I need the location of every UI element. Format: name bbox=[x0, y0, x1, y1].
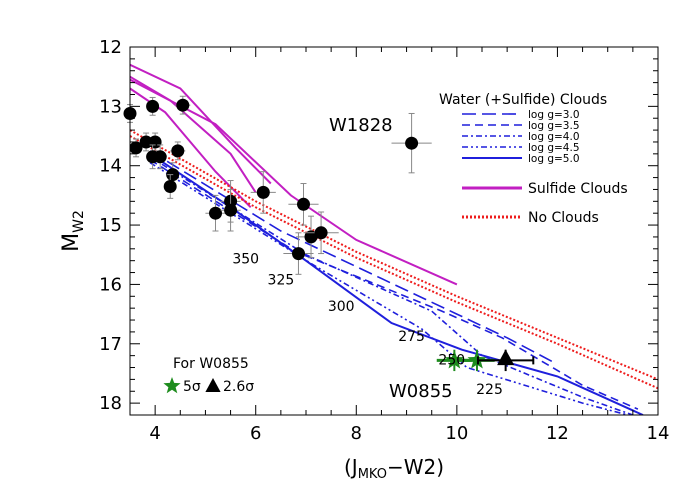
x-tick-label-4: 12 bbox=[546, 423, 569, 444]
data-point-18 bbox=[303, 211, 339, 255]
data-point-marker bbox=[304, 230, 318, 244]
data-point-marker bbox=[209, 206, 222, 220]
w0855-2-6sigma-triangle bbox=[497, 349, 515, 366]
axes: 4 6 8 10 12 14 12 13 14 15 16 17 18 (JMKO−W2) MW2 bbox=[59, 37, 669, 482]
data-point-6 bbox=[153, 144, 167, 170]
data-point-15 bbox=[283, 232, 314, 275]
data-point-marker bbox=[405, 136, 419, 150]
data-point-10 bbox=[163, 174, 177, 199]
w0855-2-6sigma bbox=[476, 349, 535, 372]
data-point-marker bbox=[129, 141, 143, 155]
plot-frame bbox=[129, 46, 659, 416]
x-tick-label-3: 10 bbox=[445, 423, 468, 444]
data-point-marker bbox=[292, 247, 305, 261]
temperature-label-3: 275 bbox=[398, 329, 425, 345]
data-point-2 bbox=[139, 132, 153, 152]
data-points bbox=[123, 95, 535, 372]
water-model-line-2 bbox=[149, 156, 634, 415]
data-point-7 bbox=[170, 141, 186, 161]
noclouds-model-line-0 bbox=[130, 129, 658, 381]
data-point-marker bbox=[224, 203, 238, 217]
legend-2-6sigma-triangle bbox=[205, 378, 221, 392]
data-point-16 bbox=[288, 183, 319, 226]
legend-entry-4: log g=5.0 bbox=[528, 153, 580, 165]
data-point-marker bbox=[153, 150, 167, 164]
label-w1828: W1828 bbox=[329, 115, 393, 136]
data-point-11 bbox=[205, 194, 226, 232]
data-point-3 bbox=[146, 96, 160, 116]
data-point-marker bbox=[176, 98, 190, 112]
sulfide-model-line-1 bbox=[130, 63, 272, 185]
w0855-5sigma-star-0 bbox=[444, 350, 464, 369]
temperature-label-5: 225 bbox=[476, 382, 503, 398]
y-axis-label: MW2 bbox=[59, 210, 87, 252]
y-tick-label-5: 17 bbox=[99, 334, 122, 355]
legend-entry-0: log g=3.0 bbox=[528, 109, 580, 121]
data-point-1 bbox=[129, 138, 143, 158]
legend-entry-3: log g=4.5 bbox=[528, 142, 580, 154]
x-label-main: (J bbox=[344, 455, 358, 479]
data-point-marker bbox=[139, 135, 153, 149]
data-point-marker bbox=[163, 180, 177, 193]
legend-5sigma-star bbox=[163, 377, 181, 394]
water-model-line-0 bbox=[149, 150, 553, 363]
data-point-marker bbox=[148, 135, 162, 149]
y-tick-label-2: 14 bbox=[99, 156, 122, 177]
legend-noclouds-label: No Clouds bbox=[528, 210, 599, 226]
data-point-19 bbox=[391, 112, 432, 174]
annotations: W1828 W0855 For W0855 5σ 2.6σ 350 325 300 2… bbox=[163, 115, 503, 402]
data-point-4 bbox=[148, 132, 162, 152]
data-point-marker bbox=[297, 197, 310, 211]
sulfide-model-line-2 bbox=[130, 75, 257, 193]
legend: Water (+Sulfide) Clouds Sulfide Clouds N… bbox=[439, 92, 628, 226]
label-5sigma: 5σ bbox=[183, 379, 201, 395]
data-point-13 bbox=[220, 188, 241, 232]
y-tick-label-4: 16 bbox=[99, 274, 122, 295]
temperature-label-0: 350 bbox=[232, 252, 259, 268]
x-tick-label-0: 4 bbox=[149, 423, 160, 444]
temperature-label-1: 325 bbox=[268, 272, 295, 288]
legend-entry-2: log g=4.0 bbox=[528, 131, 580, 143]
data-point-marker bbox=[146, 99, 160, 113]
x-label-end: −W2) bbox=[387, 455, 444, 479]
legend-sulfide-label: Sulfide Clouds bbox=[528, 181, 628, 197]
x-axis-label: (JMKO−W2) bbox=[344, 455, 444, 482]
y-label-main: M bbox=[59, 233, 84, 252]
noclouds-model-line-1 bbox=[130, 135, 658, 390]
data-point-marker bbox=[171, 144, 185, 158]
label-for-w0855: For W0855 bbox=[173, 356, 249, 372]
x-tick-label-1: 6 bbox=[250, 423, 261, 444]
legend-title: Water (+Sulfide) Clouds bbox=[439, 92, 607, 108]
x-label-sub: MKO bbox=[358, 467, 387, 482]
temperature-label-4: 250 bbox=[438, 353, 465, 369]
data-point-14 bbox=[250, 171, 276, 214]
data-point-marker bbox=[256, 185, 270, 199]
data-point-marker bbox=[314, 226, 328, 240]
label-2-6sigma: 2.6σ bbox=[223, 379, 254, 395]
data-point-8 bbox=[175, 95, 191, 115]
y-tick-label-1: 13 bbox=[99, 96, 122, 117]
y-label-sub: W2 bbox=[71, 210, 87, 233]
y-tick-label-0: 12 bbox=[99, 37, 122, 58]
temperature-label-2: 300 bbox=[328, 299, 355, 315]
x-tick-label-2: 8 bbox=[351, 423, 362, 444]
y-tick-label-6: 18 bbox=[99, 393, 122, 414]
model-lines bbox=[130, 63, 658, 415]
label-w0855: W0855 bbox=[389, 381, 453, 402]
y-tick-label-3: 15 bbox=[99, 215, 122, 236]
x-tick-label-5: 14 bbox=[647, 423, 670, 444]
legend-entry-1: log g=3.5 bbox=[528, 120, 580, 132]
